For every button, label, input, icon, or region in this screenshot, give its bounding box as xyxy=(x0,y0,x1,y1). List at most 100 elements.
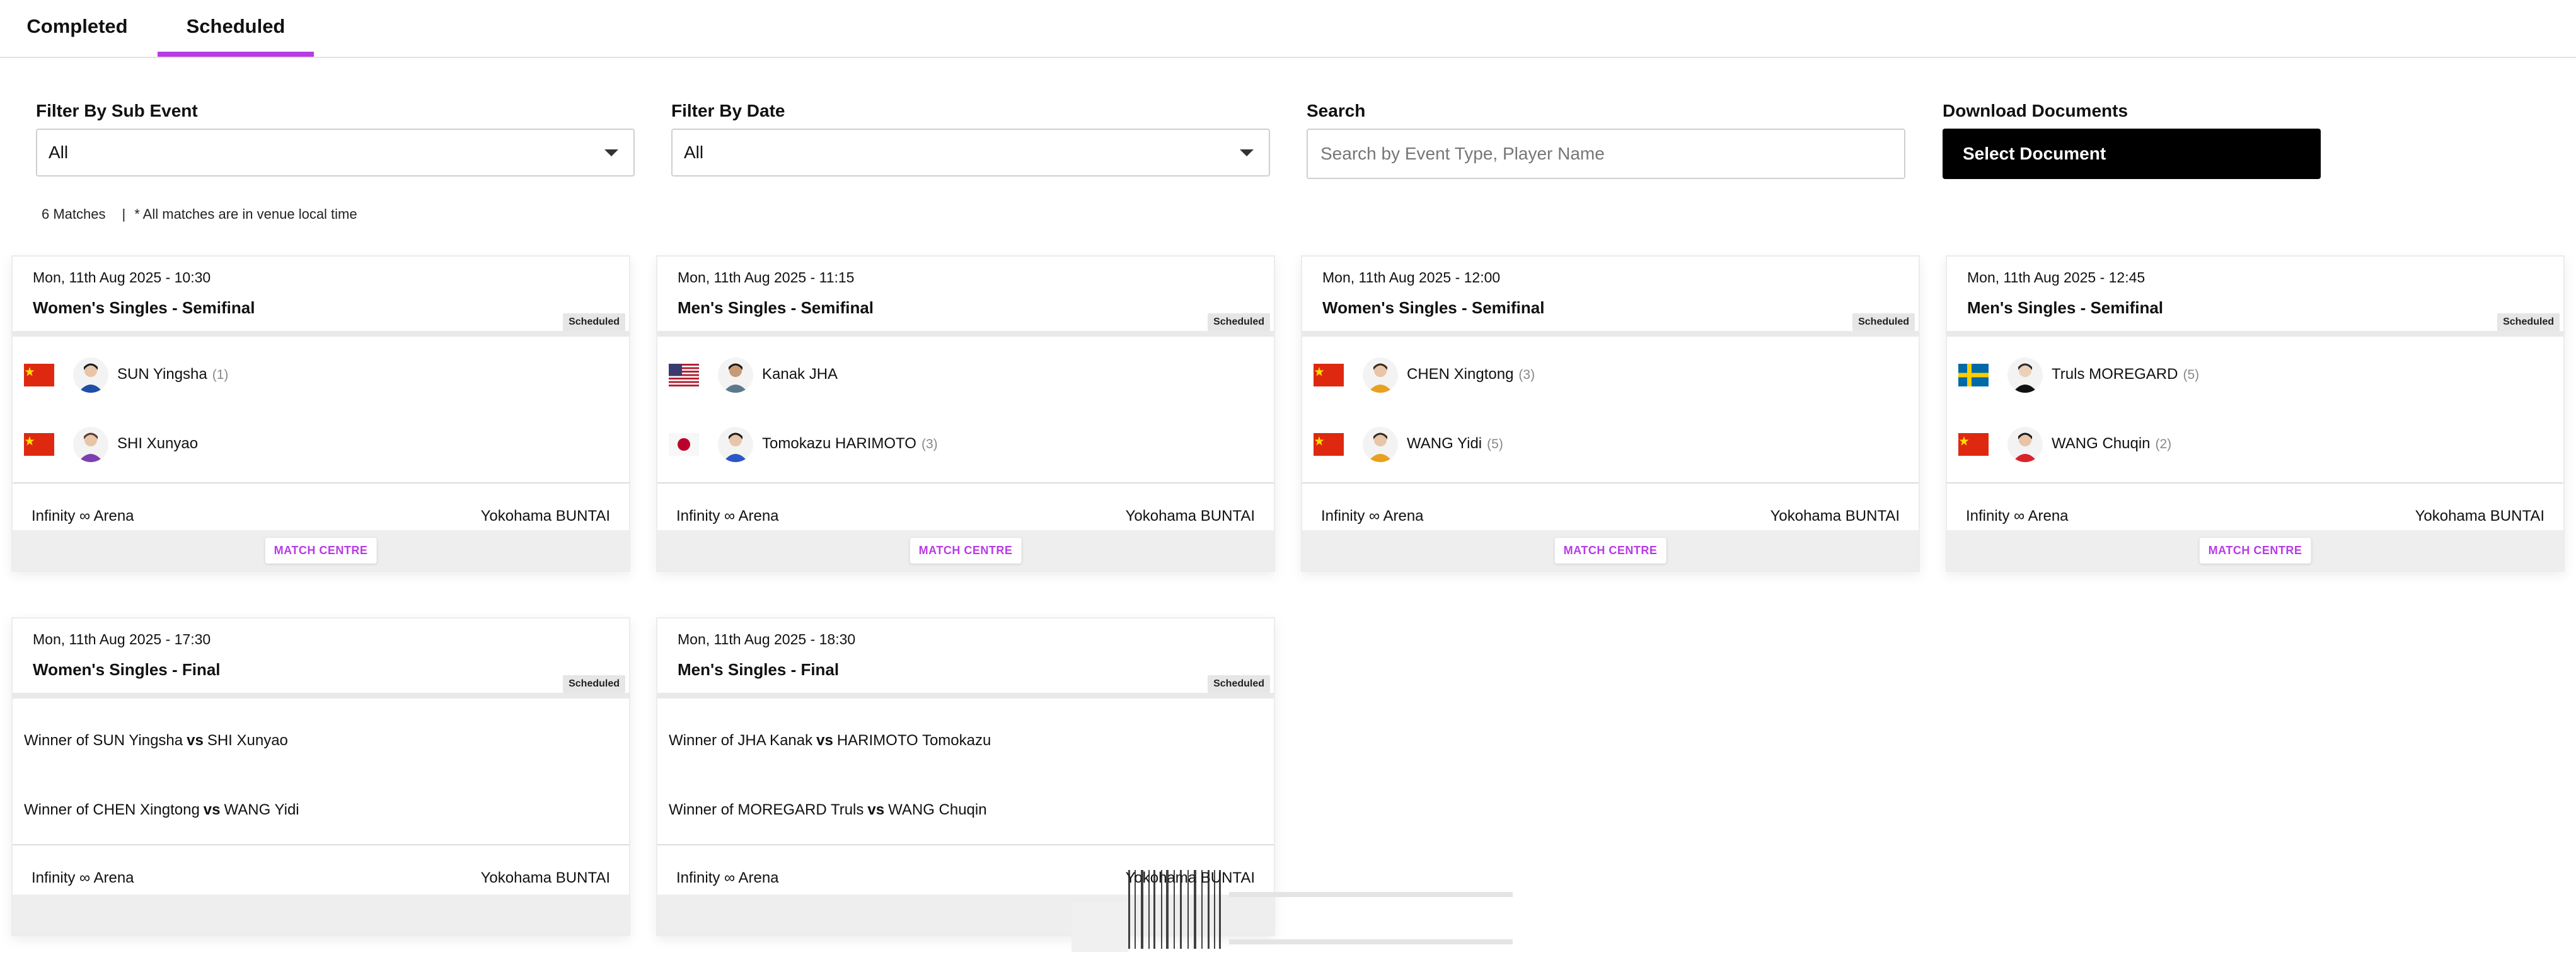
player-avatar xyxy=(2007,357,2043,393)
venue-city: Yokohama BUNTAI xyxy=(1770,507,1900,525)
player-row: Kanak JHA xyxy=(669,353,1274,397)
match-title: Women's Singles - Semifinal xyxy=(1322,298,1545,317)
venue-name: Infinity ∞ Arena xyxy=(32,507,134,525)
match-card[interactable]: Mon, 11th Aug 2025 - 12:00 Women's Singl… xyxy=(1301,255,1920,572)
header-divider xyxy=(13,693,629,699)
card-divider xyxy=(1302,482,1919,484)
player-name: CHEN Xingtong (3) xyxy=(1407,366,1535,383)
date-select[interactable]: All xyxy=(671,129,1270,177)
player-avatar xyxy=(73,427,108,462)
japan-flag-icon xyxy=(669,433,699,456)
china-flag-icon xyxy=(24,433,54,456)
match-datetime: Mon, 11th Aug 2025 - 10:30 xyxy=(33,269,211,286)
card-footer xyxy=(657,895,1274,935)
match-datetime: Mon, 11th Aug 2025 - 18:30 xyxy=(678,631,856,647)
match-datetime: Mon, 11th Aug 2025 - 17:30 xyxy=(33,631,211,647)
card-header: Mon, 11th Aug 2025 - 12:00 Women's Singl… xyxy=(1302,257,1919,331)
status-badge: Scheduled xyxy=(1208,313,1270,331)
header-divider xyxy=(1947,331,2563,337)
player-row: WANG Chuqin (2) xyxy=(1958,422,2563,467)
player-seed: (5) xyxy=(2183,368,2200,382)
match-centre-button[interactable]: MATCH CENTRE xyxy=(2199,538,2311,564)
player-row: Truls MOREGARD (5) xyxy=(1958,353,2563,397)
tab-bar: Completed Scheduled xyxy=(0,0,2576,58)
match-title: Women's Singles - Final xyxy=(33,660,221,679)
venue-name: Infinity ∞ Arena xyxy=(676,869,779,886)
player-seed: (5) xyxy=(1487,437,1503,451)
documents-label: Download Documents xyxy=(1943,101,2128,120)
card-header: Mon, 11th Aug 2025 - 10:30 Women's Singl… xyxy=(13,257,629,331)
match-title: Men's Singles - Final xyxy=(678,660,840,679)
search-label: Search xyxy=(1307,101,1366,120)
chevron-down-icon xyxy=(604,149,618,156)
player-row: WANG Yidi (5) xyxy=(1314,422,1919,467)
card-header: Mon, 11th Aug 2025 - 12:45 Men's Singles… xyxy=(1947,257,2563,331)
match-card[interactable]: Mon, 11th Aug 2025 - 12:45 Men's Singles… xyxy=(1946,255,2565,572)
player-avatar xyxy=(718,427,753,462)
documents-filter: Download Documents Select Document xyxy=(1943,101,2321,179)
status-badge: Scheduled xyxy=(1208,675,1270,693)
player-name: SHI Xunyao xyxy=(117,435,199,452)
match-centre-button[interactable]: MATCH CENTRE xyxy=(910,538,1022,564)
tab-scheduled[interactable]: Scheduled xyxy=(158,0,314,57)
match-datetime: Mon, 11th Aug 2025 - 11:15 xyxy=(678,269,855,286)
meta-separator: | xyxy=(122,206,126,222)
match-title: Men's Singles - Semifinal xyxy=(1967,298,2164,317)
venue-city: Yokohama BUNTAI xyxy=(480,507,610,525)
status-badge: Scheduled xyxy=(2497,313,2560,331)
venue-city: Yokohama BUNTAI xyxy=(1125,869,1255,886)
match-card[interactable]: Mon, 11th Aug 2025 - 10:30 Women's Singl… xyxy=(11,255,630,572)
tab-completed[interactable]: Completed xyxy=(26,15,128,37)
search-input[interactable] xyxy=(1307,129,1905,179)
player-name: Truls MOREGARD (5) xyxy=(2052,366,2200,383)
card-footer: MATCH CENTRE xyxy=(1947,530,2563,571)
sub-event-select[interactable]: All xyxy=(36,129,635,177)
card-header: Mon, 11th Aug 2025 - 11:15 Men's Singles… xyxy=(657,257,1274,331)
header-divider xyxy=(657,331,1274,337)
player-name: SUN Yingsha (1) xyxy=(117,366,229,383)
date-select-value: All xyxy=(684,142,704,162)
match-card[interactable]: Mon, 11th Aug 2025 - 11:15 Men's Singles… xyxy=(656,255,1275,572)
player-row: SUN Yingsha (1) xyxy=(24,353,629,397)
sweden-flag-icon xyxy=(1958,364,1989,386)
select-document-button[interactable]: Select Document xyxy=(1943,129,2321,179)
status-badge: Scheduled xyxy=(1852,313,1915,331)
venue-city: Yokohama BUNTAI xyxy=(1125,507,1255,525)
card-header: Mon, 11th Aug 2025 - 18:30 Men's Singles… xyxy=(657,618,1274,693)
render-artifact xyxy=(1071,870,1513,952)
card-divider xyxy=(13,482,629,484)
status-badge: Scheduled xyxy=(563,675,625,693)
winner-placeholder: Winner of MOREGARD Truls vs WANG Chuqin xyxy=(669,801,987,818)
player-seed: (1) xyxy=(212,368,229,382)
card-divider xyxy=(13,844,629,845)
player-avatar xyxy=(1363,357,1398,393)
match-datetime: Mon, 11th Aug 2025 - 12:00 xyxy=(1322,269,1501,286)
match-centre-button[interactable]: MATCH CENTRE xyxy=(1554,538,1666,564)
match-card[interactable]: Mon, 11th Aug 2025 - 18:30 Men's Singles… xyxy=(656,617,1275,936)
player-row: Tomokazu HARIMOTO (3) xyxy=(669,422,1274,467)
card-divider xyxy=(657,844,1274,845)
chevron-down-icon xyxy=(1240,149,1254,156)
player-name: Tomokazu HARIMOTO (3) xyxy=(762,435,938,452)
card-divider xyxy=(657,482,1274,484)
player-seed: (2) xyxy=(2155,437,2172,451)
venue-name: Infinity ∞ Arena xyxy=(1966,507,2069,525)
card-footer: MATCH CENTRE xyxy=(657,530,1274,571)
timezone-note: * All matches are in venue local time xyxy=(134,206,357,222)
winner-placeholder: Winner of CHEN Xingtong vs WANG Yidi xyxy=(24,801,299,818)
card-footer: MATCH CENTRE xyxy=(1302,530,1919,571)
match-card[interactable]: Mon, 11th Aug 2025 - 17:30 Women's Singl… xyxy=(11,617,630,936)
card-footer: MATCH CENTRE xyxy=(13,530,629,571)
player-avatar xyxy=(718,357,753,393)
venue-name: Infinity ∞ Arena xyxy=(676,507,779,525)
player-avatar xyxy=(73,357,108,393)
player-name: WANG Chuqin (2) xyxy=(2052,435,2172,452)
match-title: Women's Singles - Semifinal xyxy=(33,298,255,317)
match-centre-button[interactable]: MATCH CENTRE xyxy=(265,538,377,564)
china-flag-icon xyxy=(1314,364,1344,386)
player-name: WANG Yidi (5) xyxy=(1407,435,1503,452)
china-flag-icon xyxy=(24,364,54,386)
search-filter: Search xyxy=(1307,101,1905,179)
date-filter: Filter By Date All xyxy=(671,101,1270,177)
header-divider xyxy=(1302,331,1919,337)
